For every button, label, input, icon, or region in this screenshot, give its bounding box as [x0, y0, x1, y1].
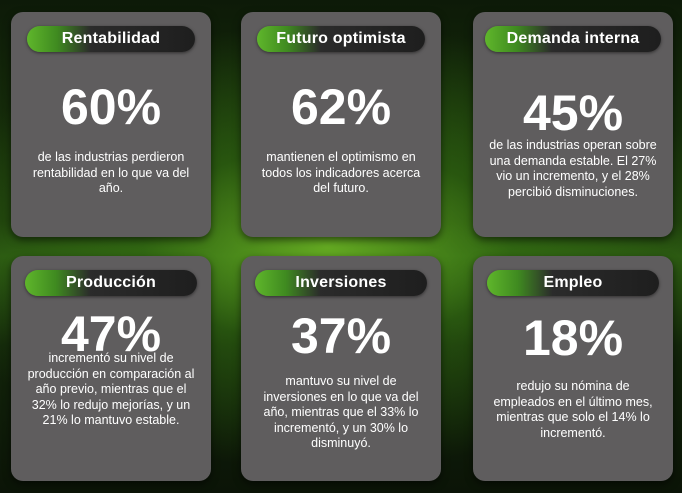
stat-card-inversiones: Inversiones 37% mantuvo su nivel de inve…: [241, 256, 441, 481]
card-title-pill: Rentabilidad: [27, 26, 195, 52]
stat-description: incrementó su nivel de producción en com…: [27, 351, 195, 427]
stat-card-rentabilidad: Rentabilidad 60% de las industrias perdi…: [11, 12, 211, 237]
stat-value: 62%: [290, 79, 392, 135]
stat-value: 37%: [290, 308, 392, 364]
stat-description: mantienen el optimismo en todos los indi…: [261, 150, 421, 195]
card-title-pill: Producción: [25, 270, 197, 296]
stat-description: de las industrias operan sobre una deman…: [489, 138, 657, 199]
card-title-pill: Empleo: [487, 270, 659, 296]
stat-description: redujo su nómina de empleados en el últi…: [493, 379, 653, 440]
card-title-pill: Demanda interna: [485, 26, 661, 52]
stat-card-empleo: Empleo 18% redujo su nómina de empleados…: [473, 256, 673, 481]
stat-card-demanda-interna: Demanda interna 45% de las industrias op…: [473, 12, 673, 237]
stat-card-produccion: Producción 47% incrementó su nivel de pr…: [11, 256, 211, 481]
stat-description: de las industrias perdieron rentabilidad…: [32, 150, 190, 195]
stat-card-futuro-optimista: Futuro optimista 62% mantienen el optimi…: [241, 12, 441, 237]
stat-description: mantuvo su nivel de inversiones en lo qu…: [263, 374, 419, 450]
card-title-pill: Futuro optimista: [257, 26, 425, 52]
stat-value: 47%: [60, 306, 162, 362]
stat-value: 45%: [522, 85, 624, 141]
card-title-pill: Inversiones: [255, 270, 427, 296]
stat-value: 18%: [522, 310, 624, 366]
stat-value: 60%: [60, 79, 162, 135]
